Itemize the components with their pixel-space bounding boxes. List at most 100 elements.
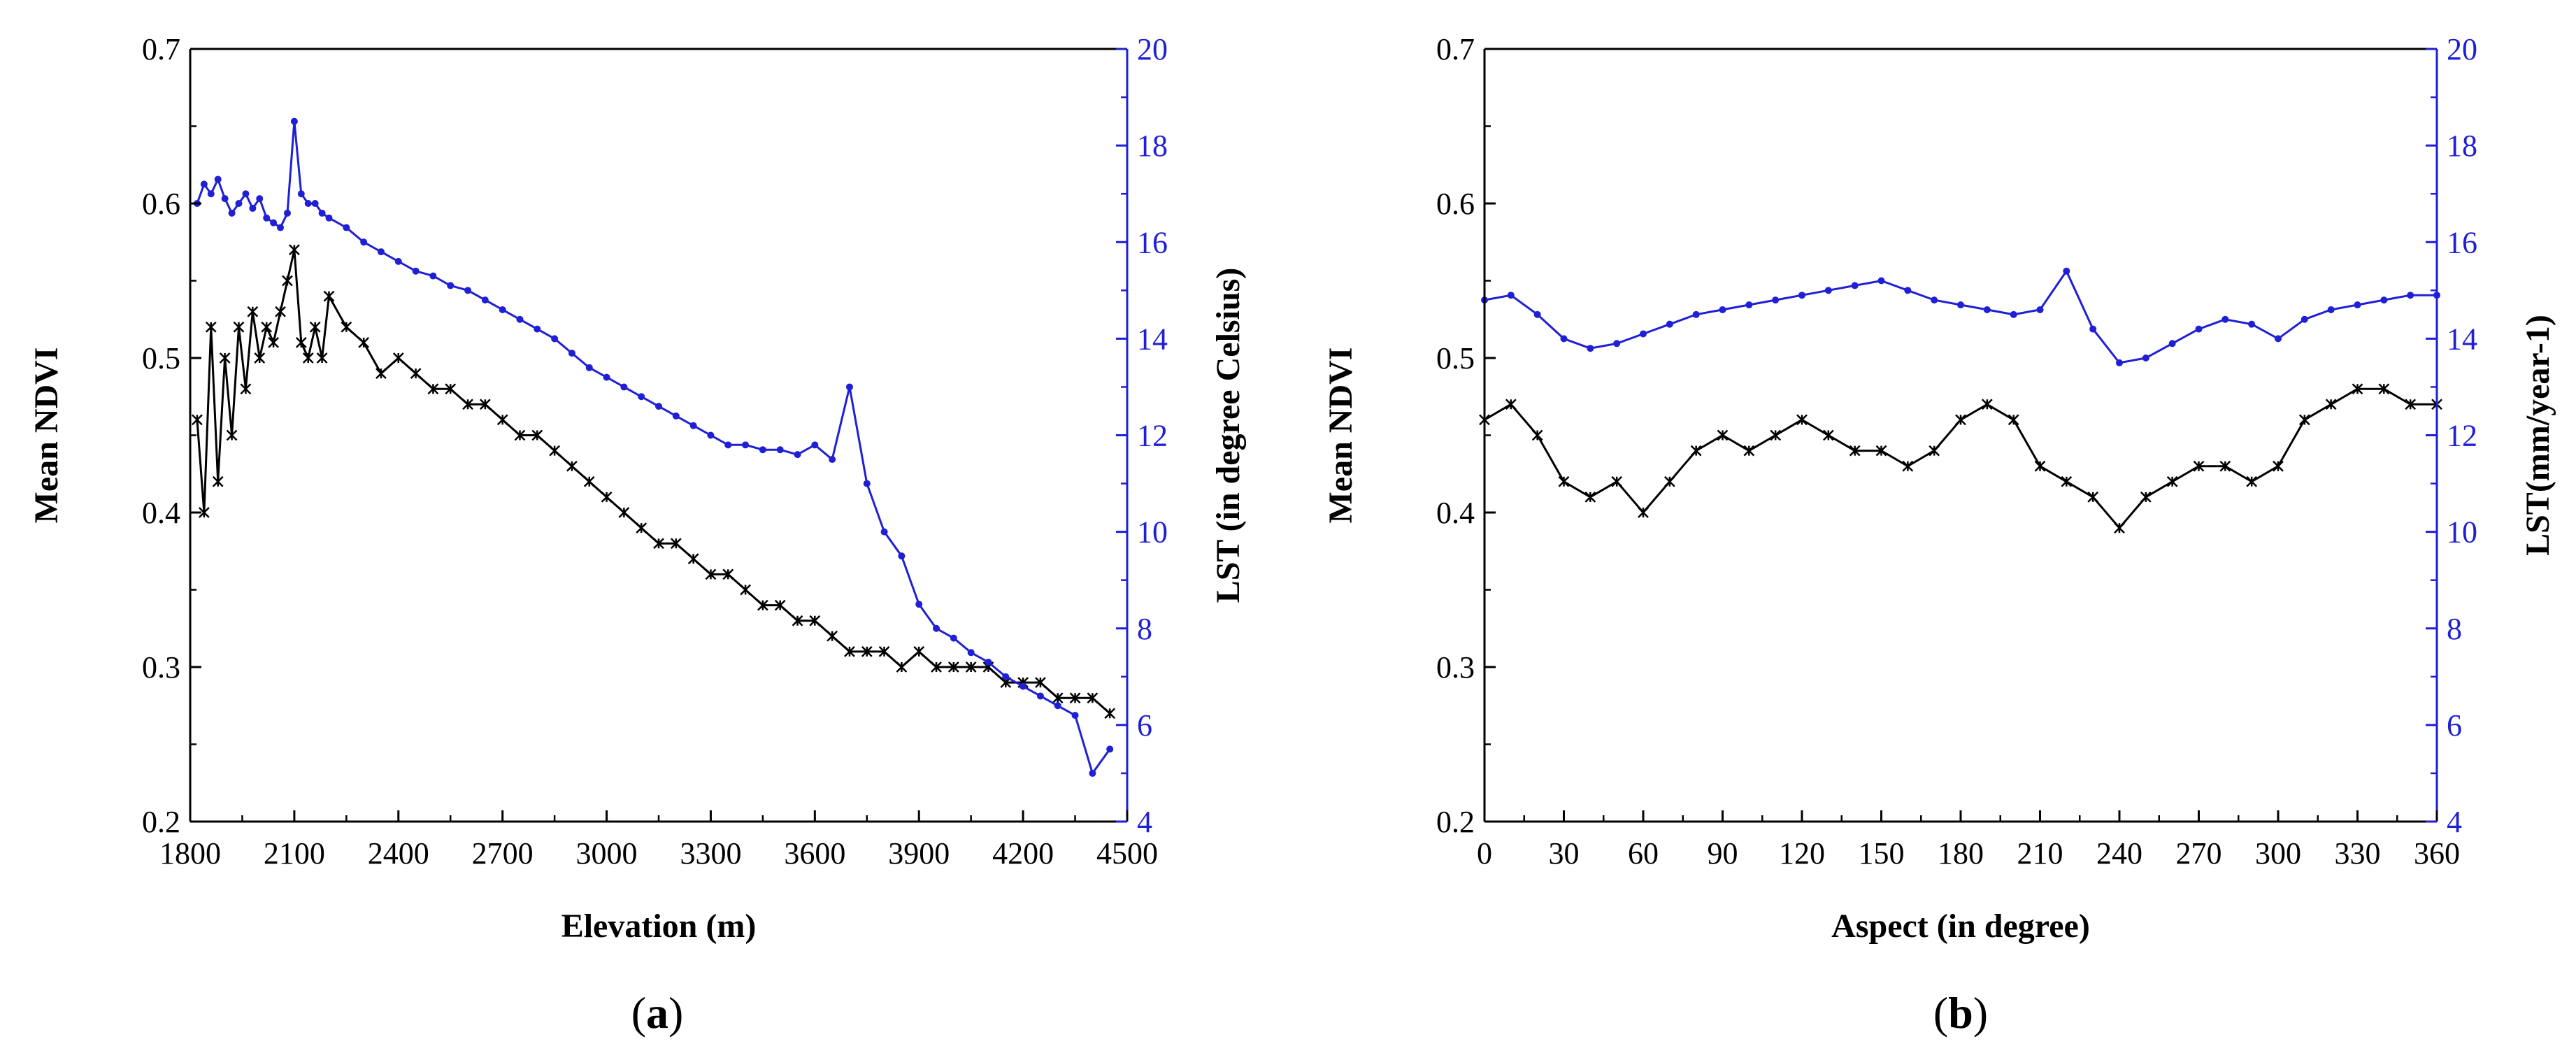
chart-b: 0 30 60 90 120 150 180 210 240 270 300 330 360 0.2 0.3… [1322,32,2556,1038]
y-left-tick-label: 0.7 [142,32,180,66]
y-right-tick-label: 20 [1137,32,1168,66]
data-point [254,352,266,364]
data-point [1505,399,1517,410]
data-point [1743,445,1755,457]
data-point [601,492,613,503]
data-point [375,368,387,379]
data-point [479,399,491,410]
data-point [290,117,298,125]
x-tick-label: 90 [1708,836,1738,871]
data-point [283,209,291,217]
data-point [302,352,314,364]
x-tick-label: 1800 [159,836,221,871]
data-point [447,282,455,289]
data-point [2405,399,2417,410]
data-point [1745,301,1753,309]
data-point [275,306,286,317]
data-point [689,422,697,429]
data-point [898,552,906,560]
data-point [861,646,873,657]
y-left-tick-label: 0.3 [142,650,180,685]
data-point [687,553,699,565]
series-ndvi [192,244,1116,719]
x-tick-label: 270 [2176,836,2222,871]
y-right-tick-label: 12 [1137,419,1168,453]
data-point [2142,354,2149,361]
data-point [516,315,524,323]
data-point [235,200,243,207]
data-point [277,224,285,231]
panel-label-letter: b [1948,988,1973,1038]
data-point [496,414,508,426]
data-point [2407,292,2414,299]
data-point [2298,414,2310,426]
data-point [1533,310,1541,318]
data-point [776,446,784,454]
data-point [1717,429,1729,441]
data-point [636,522,647,533]
data-point [318,209,326,217]
x-tick-label: 330 [2335,836,2381,871]
data-point [1638,507,1649,518]
data-point [360,238,368,246]
data-point [256,195,264,203]
data-point [514,429,526,441]
series-line [1484,387,2437,530]
y-right-tick-label: 6 [2447,708,2462,743]
data-point [2008,414,2019,426]
x-tick-label: 60 [1628,836,1659,871]
x-tick-label: 120 [1779,836,1825,871]
data-point [1957,301,1964,309]
data-point [1035,677,1046,688]
data-point [1770,429,1782,441]
data-point [896,661,908,673]
data-point [947,661,959,673]
y-left-tick-label: 0.2 [142,805,180,839]
data-point [1772,296,1780,304]
x-tick-label: 2100 [264,836,325,871]
data-point [247,306,259,317]
data-point [566,460,578,472]
y-left-tick-label: 0.4 [142,496,180,530]
data-point [2166,475,2178,487]
data-point [1851,282,1859,289]
panel-label-letter: a [646,988,668,1038]
data-point [2352,383,2363,395]
data-point [933,624,940,632]
data-point [705,568,717,580]
data-point [638,393,645,401]
data-point [429,272,437,280]
y-left-tick-label: 0.4 [1436,496,1475,530]
x-tick-label: 180 [1938,836,1984,871]
data-point [724,441,732,449]
data-point [325,214,333,222]
data-point [655,403,662,410]
data-point [2300,315,2308,323]
data-point [192,414,203,426]
data-point [549,445,560,457]
data-point [358,337,370,348]
data-point [722,568,734,580]
y-right-tick-label: 16 [1137,225,1168,259]
data-point [878,646,890,657]
data-point [950,634,957,642]
series-line [196,249,1111,715]
data-point [985,659,992,666]
data-point [242,190,250,198]
data-point [2327,306,2335,313]
data-point [263,214,271,222]
y-left-tick-label: 0.5 [142,341,180,375]
y-right-tick-label: 18 [1137,129,1168,163]
data-point [1822,429,1834,441]
y-left-tick-label: 0.7 [1436,32,1475,66]
data-point [1560,335,1568,343]
data-point [845,383,853,391]
y-right-tick-label: 12 [2447,419,2477,453]
data-point [811,441,819,449]
data-point [392,352,404,364]
data-point [915,601,923,608]
data-point [1640,330,1647,338]
data-point [2325,399,2337,410]
data-point [1663,475,1675,487]
data-point [2140,492,2152,503]
